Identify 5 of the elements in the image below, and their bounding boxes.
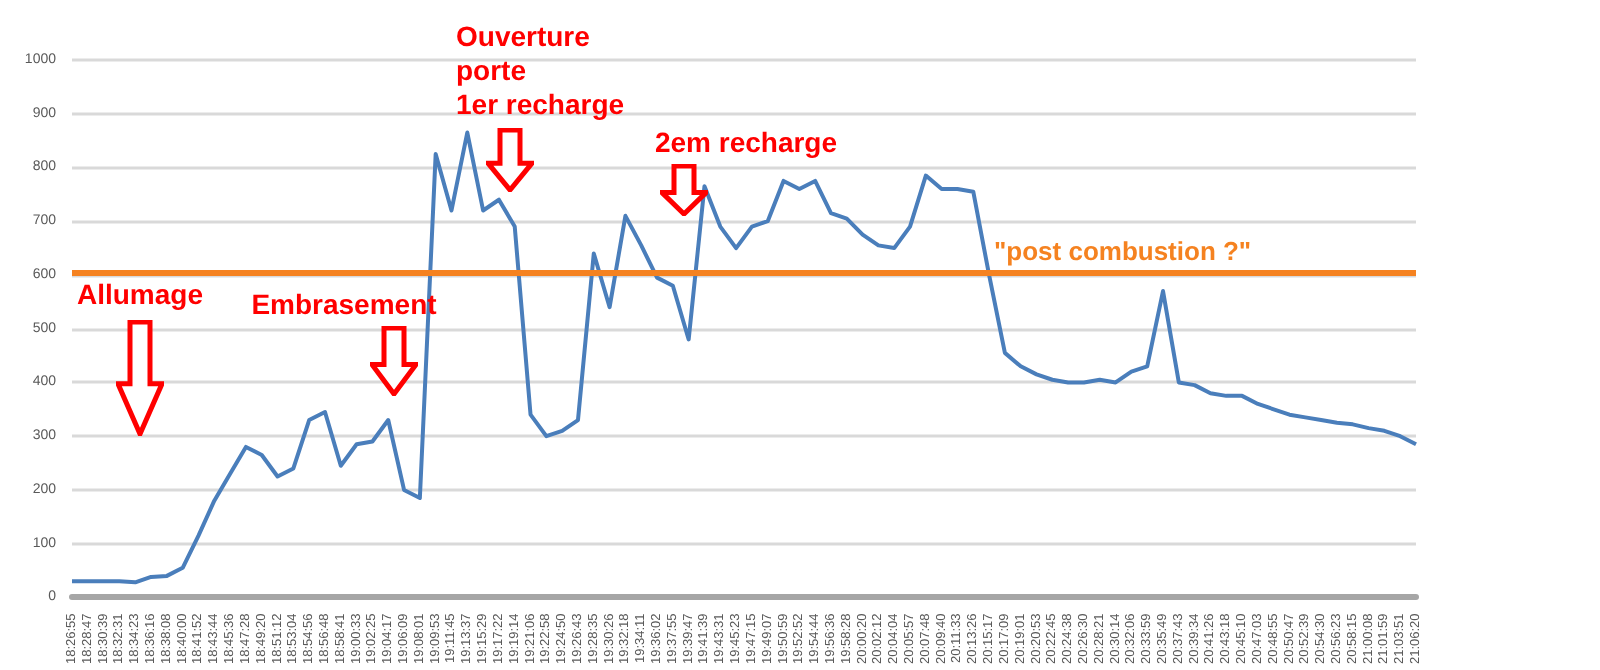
ref-line-label: "post combustion ?" — [994, 236, 1252, 267]
annotation: Ouverture porte 1er recharge — [454, 20, 627, 122]
annotation: 2em recharge — [652, 126, 840, 160]
line-series — [70, 130, 1418, 585]
annotation: Allumage — [76, 278, 203, 310]
